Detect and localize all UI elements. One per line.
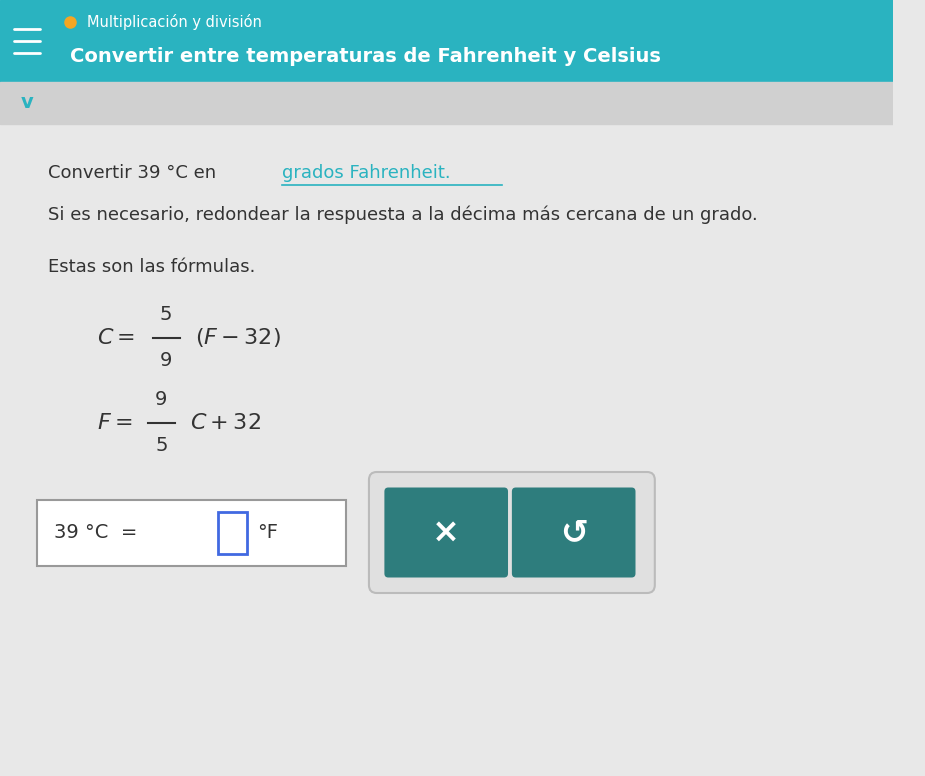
FancyBboxPatch shape bbox=[218, 512, 247, 554]
Text: $(F-32)$: $(F-32)$ bbox=[195, 327, 281, 349]
Text: $C =$: $C =$ bbox=[96, 328, 135, 348]
Text: Multiplicación y división: Multiplicación y división bbox=[87, 14, 262, 30]
FancyBboxPatch shape bbox=[37, 500, 346, 566]
Text: Convertir 39 °C en: Convertir 39 °C en bbox=[48, 164, 222, 182]
Text: 5: 5 bbox=[155, 436, 167, 456]
Text: ×: × bbox=[432, 516, 461, 549]
FancyBboxPatch shape bbox=[512, 487, 635, 577]
Text: $F =$: $F =$ bbox=[96, 413, 132, 433]
FancyBboxPatch shape bbox=[369, 472, 655, 593]
Text: 39 °C  =: 39 °C = bbox=[54, 524, 143, 542]
Text: Si es necesario, redondear la respuesta a la décima más cercana de un grado.: Si es necesario, redondear la respuesta … bbox=[48, 206, 758, 224]
Text: 9: 9 bbox=[160, 352, 172, 370]
FancyBboxPatch shape bbox=[385, 487, 508, 577]
Text: ↺: ↺ bbox=[560, 516, 587, 549]
Text: Convertir entre temperaturas de Fahrenheit y Celsius: Convertir entre temperaturas de Fahrenhe… bbox=[69, 47, 660, 65]
Text: v: v bbox=[20, 93, 33, 113]
Bar bbox=[0, 0, 894, 82]
Text: 9: 9 bbox=[155, 390, 167, 410]
Text: Estas son las fórmulas.: Estas son las fórmulas. bbox=[48, 258, 255, 276]
Text: °F: °F bbox=[257, 524, 278, 542]
Text: $C+32$: $C+32$ bbox=[191, 413, 261, 433]
Text: grados Fahrenheit.: grados Fahrenheit. bbox=[282, 164, 450, 182]
Text: 5: 5 bbox=[160, 306, 172, 324]
Bar bbox=[0, 82, 894, 124]
